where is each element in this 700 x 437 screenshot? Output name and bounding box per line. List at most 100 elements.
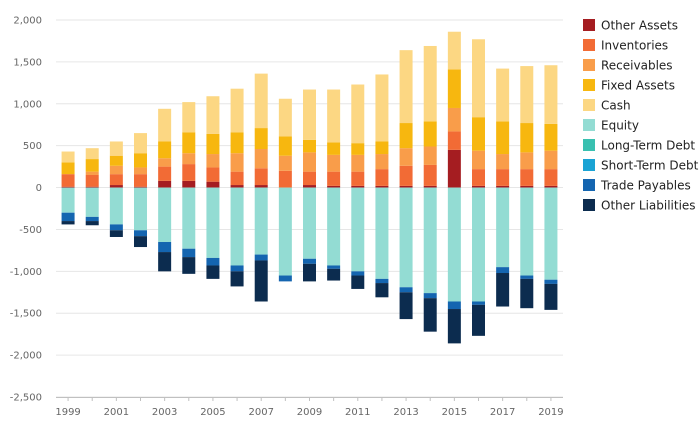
bar-equity-2003	[158, 187, 172, 243]
bar-other-assets-2000	[85, 186, 99, 188]
bar-other-assets-2002	[134, 186, 147, 188]
legend-swatch	[583, 119, 595, 131]
bar-receivables-2002	[134, 167, 147, 175]
bar-other-assets-2004	[182, 180, 196, 188]
bar-other-liabilities-2007	[254, 260, 268, 302]
bar-other-liabilities-2009	[303, 263, 316, 282]
x-axis: 1999 2001 2003 2005 2007 2009 2011 2013 2015 2017…	[55, 397, 564, 418]
y-tick-label: -1,500	[10, 309, 42, 320]
bar-equity-2016	[472, 187, 485, 302]
legend-label: Cash	[601, 99, 631, 113]
x-tick-label: 2013	[393, 407, 418, 418]
bar-equity-2015	[447, 187, 461, 302]
bar-fixed-assets-2018	[520, 123, 534, 153]
bar-trade-payables-2016	[472, 301, 485, 305]
legend-swatch	[583, 139, 595, 151]
bar-inventories-2008	[278, 170, 292, 188]
bar-other-liabilities-2015	[447, 309, 461, 344]
x-tick-label: 2007	[248, 407, 273, 418]
bar-fixed-assets-2016	[472, 117, 485, 151]
bar-inventories-2001	[109, 174, 123, 186]
bar-other-liabilities-2019	[544, 283, 558, 310]
bar-trade-payables-2015	[447, 301, 461, 310]
legend-swatch	[583, 99, 595, 111]
bar-cash-2005	[206, 96, 220, 134]
bar-other-liabilities-2003	[158, 252, 172, 272]
bar-cash-2017	[496, 68, 510, 122]
bar-equity-2007	[254, 187, 268, 255]
legend-swatch	[583, 179, 595, 191]
bar-other-assets-2019	[544, 185, 558, 188]
bar-cash-2013	[399, 50, 413, 124]
bar-receivables-2019	[544, 150, 558, 170]
bar-cash-2015	[447, 31, 461, 70]
bar-other-assets-2005	[206, 181, 220, 188]
y-tick-label: -500	[19, 225, 42, 236]
bar-receivables-2007	[254, 149, 268, 169]
x-tick-label: 2005	[200, 407, 225, 418]
bar-other-liabilities-2012	[375, 283, 389, 298]
bar-equity-2000	[85, 187, 99, 217]
bar-cash-2011	[351, 84, 365, 144]
bar-receivables-2018	[520, 152, 534, 170]
bar-trade-payables-2002	[134, 230, 147, 237]
bar-fixed-assets-2015	[447, 69, 461, 108]
bar-inventories-2010	[327, 171, 341, 186]
bar-fixed-assets-2017	[496, 121, 510, 155]
bar-trade-payables-2005	[206, 257, 220, 266]
bar-inventories-2014	[423, 164, 437, 186]
legend-swatch	[583, 19, 595, 31]
bar-receivables-2009	[303, 152, 316, 172]
y-tick-label: -2,000	[10, 351, 42, 362]
bar-trade-payables-2008	[278, 275, 292, 282]
bar-equity-2001	[109, 187, 123, 225]
legend-label: Trade Payables	[600, 179, 691, 193]
bar-other-assets-2017	[496, 185, 510, 188]
legend-swatch	[583, 199, 595, 211]
x-tick-label: 2003	[152, 407, 177, 418]
bar-fixed-assets-2013	[399, 123, 413, 149]
bar-receivables-2006	[230, 153, 244, 172]
bar-equity-2010	[327, 187, 341, 266]
bar-fixed-assets-2009	[303, 139, 316, 153]
bar-receivables-2015	[447, 107, 461, 132]
bar-inventories-2003	[158, 166, 172, 181]
bar-receivables-2016	[472, 150, 485, 170]
bar-equity-2009	[303, 187, 316, 259]
bar-equity-2002	[134, 187, 147, 231]
bar-receivables-2017	[496, 154, 510, 170]
legend: Other Assets Inventories Receivables Fixed …	[583, 19, 699, 213]
bar-other-assets-2013	[399, 185, 413, 188]
bar-inventories-2018	[520, 169, 534, 186]
bar-trade-payables-2019	[544, 279, 558, 284]
bar-fixed-assets-2007	[254, 128, 268, 150]
bar-fixed-assets-2001	[109, 155, 123, 166]
bar-other-liabilities-2017	[496, 273, 510, 307]
bar-other-liabilities-2010	[327, 268, 341, 281]
bar-fixed-assets-2012	[375, 141, 389, 155]
legend-item-other-liabilities: Other Liabilities	[583, 199, 696, 213]
bar-cash-2006	[230, 88, 244, 133]
legend-item-other-assets: Other Assets	[583, 19, 678, 33]
bar-receivables-2014	[423, 146, 437, 165]
bar-receivables-2013	[399, 148, 413, 166]
bar-inventories-2016	[472, 169, 485, 186]
bar-fixed-assets-2011	[351, 143, 365, 155]
bar-fixed-assets-2019	[544, 123, 558, 151]
bar-equity-2008	[278, 187, 292, 276]
x-tick-label: 2009	[297, 407, 322, 418]
bar-receivables-2012	[375, 154, 389, 170]
bar-trade-payables-2001	[109, 224, 123, 231]
bar-other-liabilities-2001	[109, 230, 123, 237]
bar-equity-2017	[496, 187, 510, 268]
bar-other-assets-2001	[109, 185, 123, 188]
bar-inventories-2007	[254, 168, 268, 186]
bar-fixed-assets-2010	[327, 142, 341, 155]
y-tick-label: 2,000	[13, 16, 42, 27]
legend-item-receivables: Receivables	[583, 59, 673, 73]
bar-receivables-2001	[109, 165, 123, 175]
bar-fixed-assets-2005	[206, 133, 220, 155]
bar-cash-2003	[158, 108, 172, 142]
bar-cash-2014	[423, 45, 437, 122]
